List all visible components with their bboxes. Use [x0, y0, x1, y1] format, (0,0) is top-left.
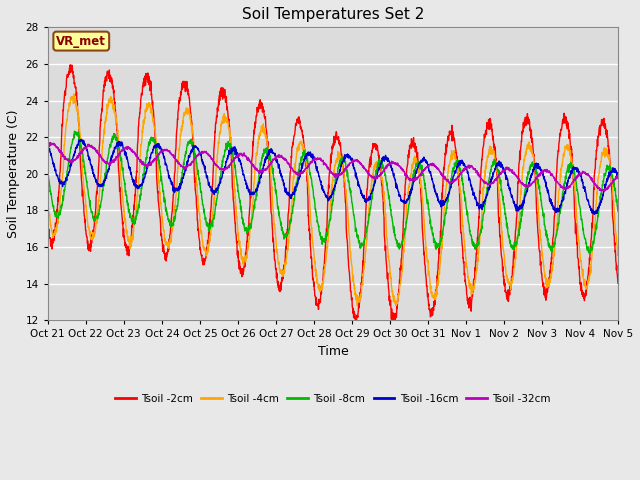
- Tsoil -8cm: [585, 250, 593, 256]
- Tsoil -32cm: [614, 173, 622, 179]
- Tsoil -16cm: [44, 144, 52, 149]
- X-axis label: Time: Time: [317, 345, 348, 358]
- Tsoil -2cm: [388, 324, 396, 330]
- Line: Tsoil -16cm: Tsoil -16cm: [48, 139, 618, 214]
- Line: Tsoil -4cm: Tsoil -4cm: [48, 94, 618, 305]
- Line: Tsoil -32cm: Tsoil -32cm: [48, 143, 618, 191]
- Tsoil -8cm: [44, 168, 52, 174]
- Line: Tsoil -2cm: Tsoil -2cm: [48, 65, 618, 327]
- Tsoil -2cm: [67, 62, 74, 68]
- Tsoil -16cm: [77, 136, 85, 142]
- Tsoil -32cm: [499, 168, 507, 174]
- Tsoil -8cm: [614, 208, 622, 214]
- Legend: Tsoil -2cm, Tsoil -4cm, Tsoil -8cm, Tsoil -16cm, Tsoil -32cm: Tsoil -2cm, Tsoil -4cm, Tsoil -8cm, Tsoi…: [111, 390, 555, 408]
- Title: Soil Temperatures Set 2: Soil Temperatures Set 2: [242, 7, 424, 22]
- Tsoil -4cm: [580, 281, 588, 287]
- Tsoil -4cm: [70, 91, 77, 97]
- Tsoil -8cm: [580, 231, 588, 237]
- Tsoil -8cm: [362, 229, 370, 235]
- Tsoil -32cm: [350, 159, 358, 165]
- Tsoil -32cm: [44, 142, 52, 148]
- Tsoil -4cm: [350, 279, 358, 285]
- Tsoil -2cm: [203, 244, 211, 250]
- Tsoil -2cm: [580, 295, 588, 301]
- Tsoil -4cm: [362, 240, 370, 245]
- Tsoil -8cm: [203, 221, 211, 227]
- Tsoil -16cm: [499, 166, 507, 171]
- Tsoil -32cm: [598, 188, 605, 194]
- Tsoil -32cm: [203, 151, 211, 156]
- Tsoil -4cm: [499, 246, 507, 252]
- Tsoil -2cm: [350, 314, 358, 320]
- Tsoil -32cm: [564, 186, 572, 192]
- Tsoil -8cm: [350, 212, 358, 218]
- Line: Tsoil -8cm: Tsoil -8cm: [48, 132, 618, 253]
- Tsoil -2cm: [499, 270, 507, 276]
- Tsoil -4cm: [564, 148, 572, 154]
- Tsoil -16cm: [203, 175, 211, 180]
- Tsoil -2cm: [362, 203, 370, 208]
- Text: VR_met: VR_met: [56, 35, 106, 48]
- Tsoil -16cm: [350, 166, 358, 171]
- Tsoil -8cm: [564, 166, 572, 172]
- Tsoil -16cm: [580, 184, 588, 190]
- Y-axis label: Soil Temperature (C): Soil Temperature (C): [7, 109, 20, 238]
- Tsoil -16cm: [590, 211, 598, 217]
- Tsoil -16cm: [564, 178, 572, 184]
- Tsoil -2cm: [614, 280, 622, 286]
- Tsoil -2cm: [564, 120, 572, 126]
- Tsoil -4cm: [44, 198, 52, 204]
- Tsoil -4cm: [203, 252, 211, 257]
- Tsoil -8cm: [70, 129, 78, 134]
- Tsoil -4cm: [614, 250, 622, 255]
- Tsoil -8cm: [499, 197, 507, 203]
- Tsoil -32cm: [362, 168, 370, 173]
- Tsoil -16cm: [362, 197, 370, 203]
- Tsoil -2cm: [44, 224, 52, 230]
- Tsoil -32cm: [46, 140, 54, 145]
- Tsoil -16cm: [614, 170, 622, 176]
- Tsoil -4cm: [353, 302, 361, 308]
- Tsoil -32cm: [580, 169, 588, 175]
